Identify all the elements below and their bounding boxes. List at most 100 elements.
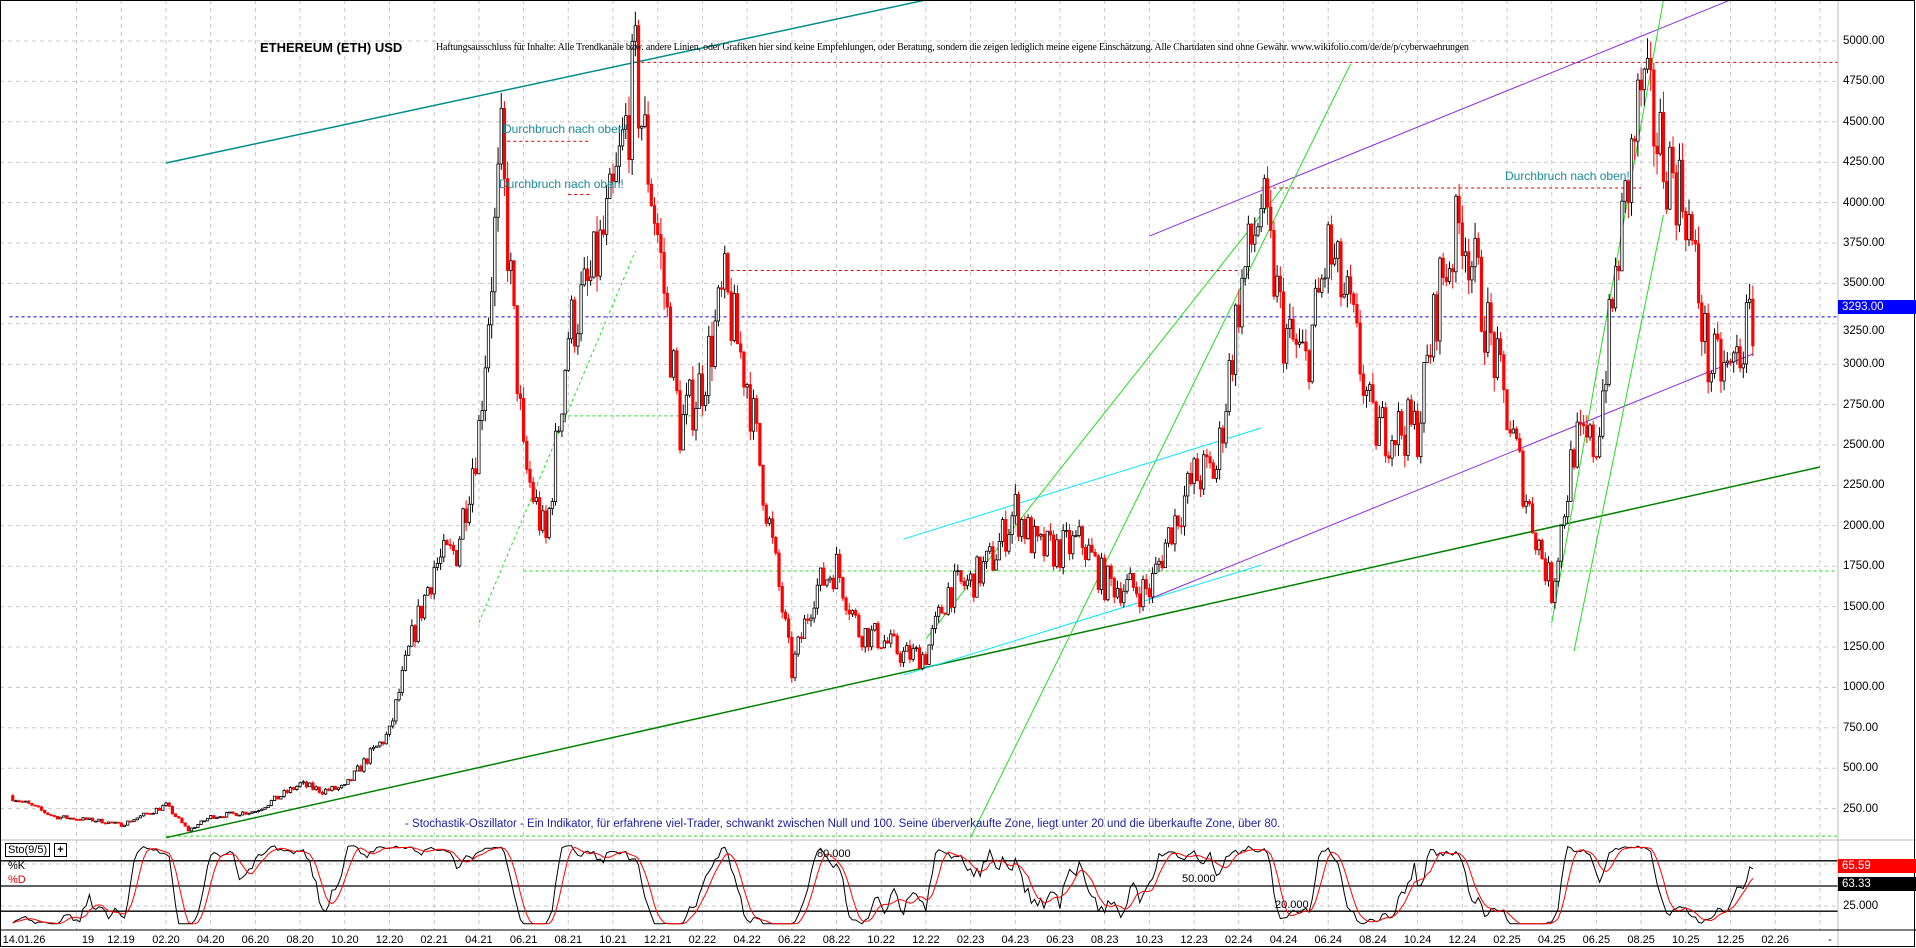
candle-body (186, 825, 190, 832)
candle-body (343, 783, 347, 786)
candle-body (419, 605, 424, 619)
candle-body (106, 821, 111, 824)
candle-body (643, 114, 647, 127)
candle-body (129, 820, 133, 823)
candle-body (589, 276, 593, 282)
annotation-breakout-1: Durchbruch nach oben! (503, 122, 628, 136)
candle-body (1457, 195, 1461, 224)
trendline (970, 63, 1351, 838)
price-tick: 4000.00 (1843, 196, 1885, 209)
candle-body (33, 804, 37, 807)
candle-body (173, 813, 178, 817)
candle-body (1677, 159, 1682, 226)
candle-body (68, 817, 72, 820)
candle-body (1036, 526, 1040, 537)
candle-body (1122, 590, 1126, 604)
candle-body (1278, 275, 1282, 293)
candle-body (1090, 544, 1094, 553)
candle-body (110, 821, 114, 824)
candle-body (662, 252, 666, 294)
time-tick: 02.26 (1761, 934, 1789, 946)
candle-body (988, 546, 992, 552)
time-tick: 12.25 (1716, 934, 1745, 946)
price-tick: 1500.00 (1843, 600, 1885, 613)
trendline (165, 0, 927, 164)
time-tick: 02.22 (688, 934, 717, 946)
candle-body (1582, 423, 1586, 427)
candle-body (882, 640, 886, 649)
candle-body (525, 440, 529, 470)
candle-body (614, 165, 618, 182)
candle-body (78, 819, 82, 821)
candle-body (1249, 223, 1254, 245)
candle-body (1384, 407, 1388, 457)
candle-body (1310, 324, 1314, 383)
candle-body (822, 567, 826, 586)
price-tick: 2000.00 (1843, 519, 1885, 532)
candle-body (167, 802, 171, 807)
candle-body (1633, 138, 1637, 142)
candle-body (1119, 588, 1123, 604)
candle-body (1224, 411, 1228, 444)
candle-body (1192, 458, 1196, 485)
candle-body (1674, 172, 1678, 226)
candle-body (933, 615, 938, 629)
stochastic-indicator-label[interactable]: Sto(9/5) (5, 843, 51, 857)
candle-body (1709, 372, 1713, 383)
candle-body (416, 605, 420, 642)
candle-body (43, 809, 47, 814)
candle-body (1071, 535, 1075, 555)
candle-body (205, 818, 210, 822)
candle-body (1336, 241, 1340, 259)
candle-body (244, 811, 248, 815)
candle-body (295, 785, 299, 790)
candle-body (825, 579, 829, 586)
candle-body (1521, 450, 1525, 507)
candle-body (901, 650, 906, 663)
candle-body (269, 800, 273, 806)
candle-body (30, 802, 34, 806)
candle-body (997, 541, 1001, 561)
level-50-label: 50.000 (1182, 873, 1216, 885)
candle-body (1639, 79, 1643, 91)
candle-body (914, 647, 918, 650)
candle-body (454, 550, 459, 567)
candle-body (55, 816, 60, 820)
candle-body (1700, 302, 1704, 342)
candle-body (1173, 515, 1177, 545)
candle-body (314, 786, 318, 790)
candle-body (1013, 494, 1017, 517)
candle-body (1345, 276, 1349, 295)
candle-body (668, 306, 673, 378)
add-indicator-button[interactable]: + (54, 843, 67, 857)
candle-body (528, 469, 532, 483)
candle-body (962, 581, 966, 587)
candle-body (927, 644, 931, 665)
candle-body (285, 790, 289, 793)
candle-body (1684, 211, 1688, 241)
candle-body (1170, 527, 1174, 545)
candle-body (777, 552, 781, 587)
candle-body (349, 779, 353, 781)
price-tick: 1000.00 (1843, 681, 1885, 694)
candle-body (1601, 390, 1605, 437)
candle-body (490, 291, 494, 326)
candle-body (557, 430, 561, 433)
candle-body (1023, 519, 1027, 540)
candle-body (981, 561, 985, 584)
candle-body (892, 633, 896, 637)
candle-body (474, 468, 478, 475)
candle-body (410, 625, 414, 647)
candle-body (448, 544, 452, 546)
price-tick: 2250.00 (1843, 479, 1885, 492)
candle-body (755, 398, 759, 424)
candle-body (1371, 384, 1375, 403)
candle-body (1125, 579, 1129, 592)
time-tick: 06.20 (241, 934, 270, 946)
candle-body (1738, 346, 1742, 369)
candle-body (1320, 278, 1324, 293)
candle-body (1163, 542, 1167, 569)
candle-body (1451, 268, 1455, 273)
candle-body (52, 815, 56, 817)
candle-body (537, 497, 542, 531)
